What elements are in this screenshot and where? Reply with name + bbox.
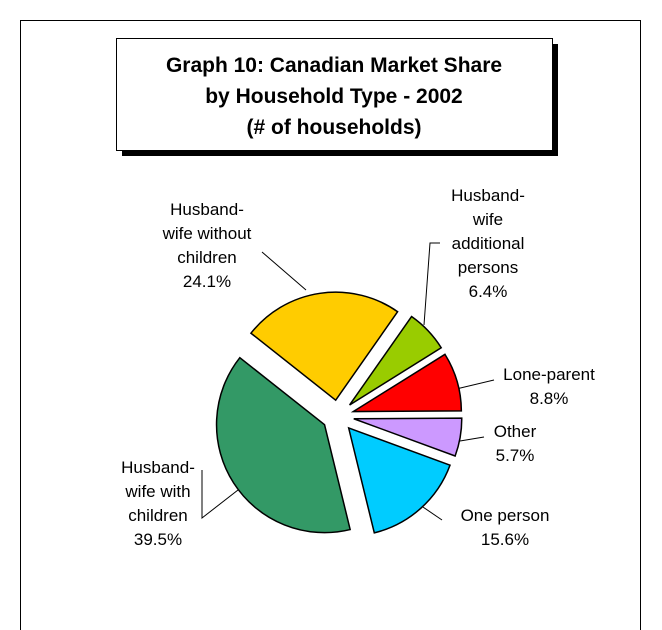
value-label: 8.8% bbox=[530, 389, 569, 408]
label-line: wife without bbox=[162, 224, 252, 243]
label-line: One person bbox=[461, 506, 550, 525]
value-label: 24.1% bbox=[183, 272, 231, 291]
label-line: Husband- bbox=[170, 200, 244, 219]
value-label: 15.6% bbox=[481, 530, 529, 549]
title-box bbox=[116, 38, 553, 151]
pie-slice bbox=[215, 356, 352, 534]
pie-slice bbox=[353, 417, 463, 457]
value-label: 6.4% bbox=[469, 282, 508, 301]
leader-line bbox=[423, 242, 440, 326]
leader-line bbox=[459, 436, 485, 442]
pie-slice bbox=[249, 291, 399, 402]
label-line: additional bbox=[452, 234, 525, 253]
label-line: Other bbox=[494, 422, 537, 441]
pie-slice bbox=[348, 315, 443, 406]
label-line: Husband- bbox=[121, 458, 195, 477]
leader-line bbox=[201, 470, 239, 520]
label-line: children bbox=[128, 506, 188, 525]
label-line: persons bbox=[458, 258, 518, 277]
leader-line bbox=[261, 251, 307, 291]
slice-label: Other 5.7% bbox=[494, 422, 537, 465]
pie-slice bbox=[350, 353, 463, 413]
pie-slice bbox=[347, 426, 452, 534]
slice-label: Husband-wife without children 24.1% bbox=[162, 200, 252, 291]
value-label: 5.7% bbox=[496, 446, 535, 465]
slice-label: Lone-parent 8.8% bbox=[503, 365, 595, 408]
label-line: wife bbox=[472, 210, 503, 229]
leader-line bbox=[419, 504, 443, 521]
label-line: Lone-parent bbox=[503, 365, 595, 384]
slice-label: Husband-wife with children 39.5% bbox=[121, 458, 195, 549]
chart-title: (# of households) bbox=[247, 116, 422, 139]
chart-title: by Household Type - 2002 bbox=[205, 85, 463, 108]
label-line: wife with bbox=[124, 482, 190, 501]
label-line: children bbox=[177, 248, 237, 267]
slice-label: One person 15.6% bbox=[461, 506, 550, 549]
label-line: Husband- bbox=[451, 186, 525, 205]
value-label: 39.5% bbox=[134, 530, 182, 549]
slice-label: Husband-wife additional persons 6.4% bbox=[451, 186, 525, 301]
chart-title: Graph 10: Canadian Market Share bbox=[166, 54, 502, 77]
